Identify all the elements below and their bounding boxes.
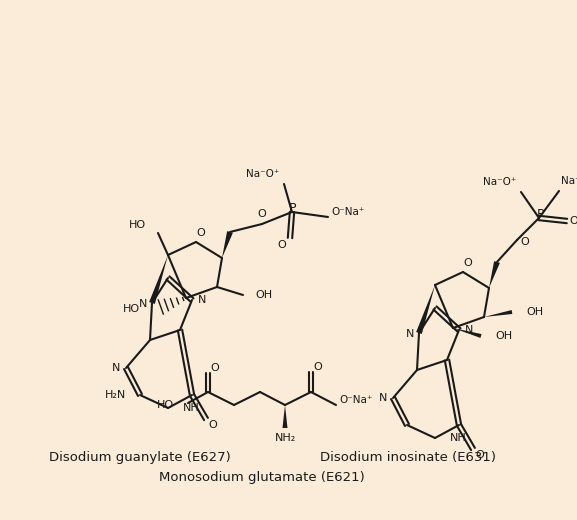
Text: OH: OH — [495, 331, 512, 341]
Text: Monosodium glutamate (E621): Monosodium glutamate (E621) — [159, 472, 365, 485]
Text: HO: HO — [123, 304, 140, 314]
Text: NH: NH — [450, 433, 467, 443]
Text: P: P — [289, 201, 297, 214]
Text: P: P — [536, 207, 544, 220]
Text: O: O — [278, 240, 286, 250]
Text: H₂N: H₂N — [105, 390, 126, 400]
Text: OH: OH — [526, 307, 543, 317]
Text: O: O — [569, 216, 577, 226]
Text: O: O — [197, 228, 205, 238]
Text: N: N — [465, 325, 473, 335]
Polygon shape — [222, 231, 233, 258]
Text: N: N — [198, 295, 206, 305]
Polygon shape — [484, 310, 512, 317]
Text: Na⁻O⁺: Na⁻O⁺ — [561, 176, 577, 186]
Text: OH: OH — [255, 290, 272, 300]
Polygon shape — [453, 328, 482, 338]
Text: O⁻Na⁺: O⁻Na⁺ — [331, 207, 364, 217]
Text: O: O — [464, 258, 473, 268]
Text: O⁻Na⁺: O⁻Na⁺ — [339, 395, 372, 405]
Text: O: O — [314, 362, 323, 372]
Polygon shape — [283, 405, 287, 428]
Text: N: N — [139, 299, 147, 309]
Polygon shape — [149, 255, 168, 304]
Text: NH: NH — [183, 403, 200, 413]
Text: Disodium guanylate (E627): Disodium guanylate (E627) — [49, 451, 231, 464]
Polygon shape — [489, 261, 500, 288]
Text: O: O — [211, 363, 219, 373]
Text: O: O — [209, 420, 218, 430]
Text: O: O — [520, 237, 529, 247]
Text: O: O — [475, 450, 484, 460]
Text: Disodium inosinate (E631): Disodium inosinate (E631) — [320, 451, 496, 464]
Text: N: N — [379, 393, 387, 403]
Text: Na⁻O⁺: Na⁻O⁺ — [246, 169, 279, 179]
Text: HO: HO — [129, 220, 146, 230]
Text: N: N — [406, 329, 414, 339]
Text: HO: HO — [157, 400, 174, 410]
Text: N: N — [112, 363, 120, 373]
Text: O: O — [257, 209, 267, 219]
Text: NH₂: NH₂ — [275, 433, 295, 443]
Text: Na⁻O⁺: Na⁻O⁺ — [482, 177, 516, 187]
Polygon shape — [416, 285, 435, 334]
